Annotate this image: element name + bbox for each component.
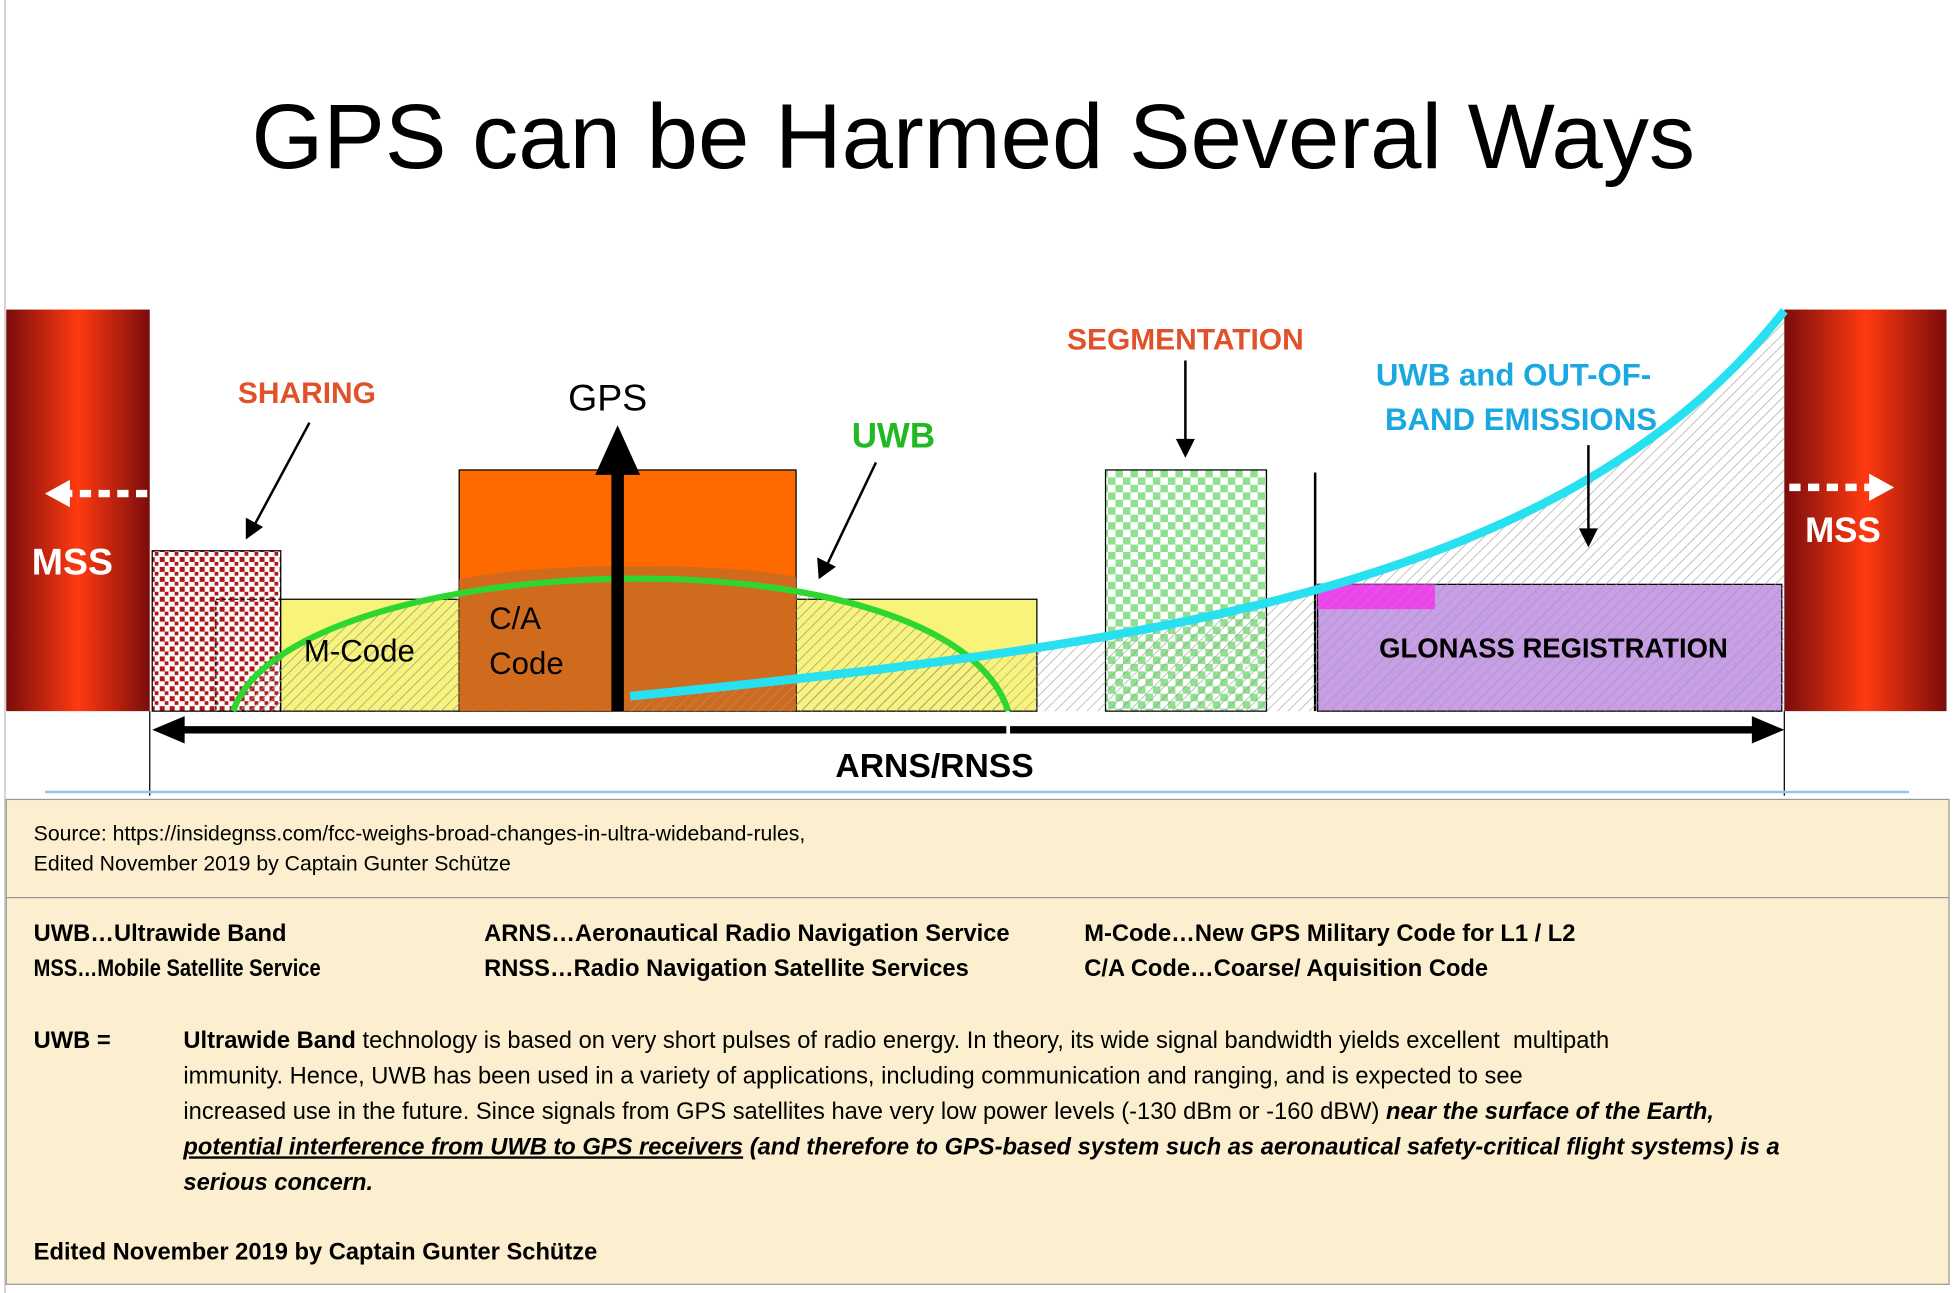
footer: Edited November 2019 by Captain Gunter S… <box>34 1239 598 1265</box>
definition-text: technology is based on very short pulses… <box>356 1028 1609 1054</box>
definition-text: near the surface of the Earth, <box>1386 1099 1714 1125</box>
glossary-entry: MSS…Mobile Satellite Service <box>34 956 321 982</box>
arns-label: ARNS/RNSS <box>835 748 1033 785</box>
spectrum-diagram: MSS MSS SHARING GPS UWB SEGMENTATION UWB… <box>6 308 1947 796</box>
oob-curve <box>629 308 1788 701</box>
mss-label: MSS <box>32 540 113 582</box>
oob-label: BAND EMISSIONS <box>1385 402 1657 437</box>
arrow <box>252 422 311 528</box>
arns-arrowhead <box>1751 716 1785 744</box>
arrowhead <box>1175 438 1195 458</box>
mss-arrowhead <box>44 479 70 508</box>
mss-arrowhead <box>1869 473 1895 502</box>
ca-code-label: Code <box>489 646 564 681</box>
oob-area <box>630 310 1785 712</box>
definition-text: (and therefore to GPS-based system such … <box>743 1134 1780 1160</box>
arrowhead <box>817 557 836 580</box>
definition-line: serious concern. <box>183 1170 373 1196</box>
ca-code-overlap <box>459 565 797 712</box>
definition-text: increased use in the future. Since signa… <box>183 1099 1386 1125</box>
m-code-label: M-Code <box>304 633 415 668</box>
definition-line: increased use in the future. Since signa… <box>183 1099 1714 1125</box>
definition-text: serious concern. <box>183 1170 373 1196</box>
notes-panel: Source: https://insidegnss.com/fcc-weigh… <box>5 798 1950 1285</box>
glossary-entry: RNSS…Radio Navigation Satellite Services <box>484 956 969 982</box>
source-line: Edited November 2019 by Captain Gunter S… <box>34 852 511 875</box>
arrowhead <box>1578 528 1598 548</box>
gps-label: GPS <box>568 376 647 418</box>
glossary-entry: UWB…Ultrawide Band <box>34 921 287 947</box>
sharing-label: SHARING <box>238 377 376 410</box>
definition-text: potential interference from UWB to GPS r… <box>182 1134 743 1160</box>
definition-line: immunity. Hence, UWB has been used in a … <box>183 1064 1522 1090</box>
glossary-entry: ARNS…Aeronautical Radio Navigation Servi… <box>484 921 1009 947</box>
glossary-entry: M-Code…New GPS Military Code for L1 / L2 <box>1084 921 1575 947</box>
mss-block <box>1784 309 1947 712</box>
glossary-entry: C/A Code…Coarse/ Aquisition Code <box>1084 956 1488 982</box>
ca-code-label: C/A <box>489 601 541 636</box>
arrow <box>824 461 878 568</box>
definition-term: UWB = <box>34 1028 111 1054</box>
segmentation-label: SEGMENTATION <box>1067 323 1304 356</box>
glonass-label: GLONASS REGISTRATION <box>1379 633 1728 664</box>
arrowhead <box>245 517 264 540</box>
title: GPS can be Harmed Several Ways <box>251 85 1695 188</box>
gps-arrowhead <box>595 425 641 475</box>
definition-line: Ultrawide Band technology is based on ve… <box>183 1028 1609 1054</box>
definition-line: potential interference from UWB to GPS r… <box>182 1134 1779 1160</box>
oob-label: UWB and OUT-OF- <box>1376 357 1651 392</box>
source-line: Source: https://insidegnss.com/fcc-weigh… <box>34 822 806 845</box>
uwb-label: UWB <box>852 417 935 456</box>
mss-label: MSS <box>1805 511 1881 550</box>
panel <box>5 798 1950 1285</box>
definition-text: immunity. Hence, UWB has been used in a … <box>183 1064 1522 1090</box>
mss-block <box>6 309 150 712</box>
arns-arrowhead <box>152 716 185 744</box>
definition-text: Ultrawide Band <box>183 1028 356 1054</box>
